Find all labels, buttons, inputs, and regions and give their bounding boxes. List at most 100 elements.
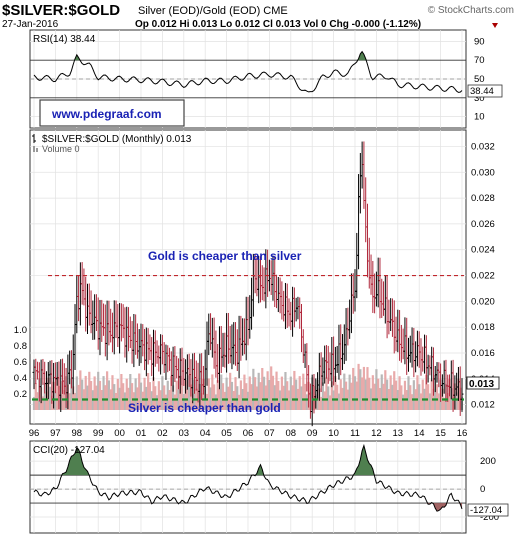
rsi-tick-label: 70 — [474, 55, 485, 66]
volume-bar — [359, 369, 362, 410]
volume-bar — [434, 375, 437, 410]
volume-bar — [280, 376, 283, 410]
volume-bar — [223, 391, 226, 410]
volume-bar — [200, 393, 203, 410]
x-tick-label: 05 — [221, 428, 232, 439]
volume-bar — [132, 392, 135, 410]
volume-bar — [430, 379, 433, 410]
volume-bar — [250, 384, 253, 410]
volume-bar — [237, 394, 241, 410]
volume-bar — [266, 371, 269, 410]
volume-bar — [221, 383, 225, 410]
volume-bar — [407, 376, 410, 410]
volume-bar — [36, 392, 39, 410]
volume-bar — [262, 376, 266, 410]
volume-bar — [264, 385, 267, 410]
watermark-box[interactable]: www.pdegraaf.com — [39, 99, 185, 127]
x-axis: 96 97 98 99 00 01 02 03 04 05 06 07 08 09 10 11 12 13 14 15… — [29, 428, 468, 439]
svg-text:0.013: 0.013 — [469, 379, 494, 390]
volume-bar — [123, 392, 127, 410]
source-credit[interactable]: © StockCharts.com — [428, 5, 514, 16]
volume-tick-label: 0.8 — [14, 341, 27, 352]
volume-bar — [375, 369, 378, 410]
price-tick-label: 0.020 — [471, 296, 495, 307]
volume-bar — [386, 379, 389, 410]
volume-bar — [107, 380, 110, 410]
cci-tick-label: 0 — [480, 484, 485, 495]
volume-bar — [246, 391, 250, 410]
volume-bar — [330, 381, 333, 410]
volume-bar — [109, 389, 112, 410]
watermark-url[interactable]: www.pdegraaf.com — [51, 107, 162, 121]
cci-last-badge: -127.04 — [467, 503, 509, 517]
volume-bar — [166, 380, 169, 410]
x-tick-label: 08 — [286, 428, 297, 439]
svg-text:38.44: 38.44 — [470, 86, 494, 97]
volume-bar — [45, 391, 48, 410]
volume-bar — [279, 390, 282, 410]
volume-bar — [209, 387, 212, 410]
volume-bar — [337, 393, 341, 410]
cci-tick-label: -200 — [480, 512, 499, 523]
volume-bar — [344, 381, 348, 410]
volume-bar — [252, 368, 255, 410]
volume-bar — [104, 385, 107, 410]
volume-bar — [143, 377, 146, 410]
volume-bar — [384, 370, 387, 410]
chart-symbol: $SILVER:$GOLD — [2, 2, 120, 19]
volume-bar — [320, 396, 323, 410]
volume-bar — [428, 393, 431, 410]
volume-bar — [289, 376, 292, 410]
volume-bar — [177, 389, 180, 410]
rsi-label: RSI(14) 38.44 — [33, 34, 96, 45]
volume-bar — [435, 384, 439, 410]
price-tick-label: 0.030 — [471, 167, 495, 178]
volume-bar — [157, 381, 160, 410]
volume-bar — [416, 375, 419, 410]
volume-bar — [34, 383, 37, 410]
volume-bar — [371, 375, 374, 410]
price-chart-label: $SILVER:$GOLD (Monthly) 0.013 — [42, 134, 192, 145]
price-tick-label: 0.026 — [471, 219, 495, 230]
volume-bar — [286, 381, 289, 410]
volume-bar — [214, 394, 217, 410]
rsi-tick-label: 50 — [474, 74, 485, 85]
volume-bar — [248, 376, 251, 410]
volume-bar — [97, 371, 100, 410]
volume-bar — [300, 386, 303, 410]
volume-bar — [189, 384, 193, 410]
volume-bar — [184, 380, 187, 410]
volume-bar — [362, 366, 366, 410]
volume-bar — [334, 376, 337, 410]
volume-bar — [427, 384, 430, 410]
x-tick-label: 16 — [457, 428, 468, 439]
volume-bar — [257, 372, 260, 410]
volume-bar — [159, 390, 162, 410]
volume-bar — [148, 382, 152, 410]
volume-bar — [364, 379, 367, 410]
volume-bar — [218, 388, 221, 410]
volume-bar — [130, 383, 134, 410]
x-tick-label: 04 — [200, 428, 211, 439]
volume-bar — [409, 385, 412, 410]
x-tick-label: 12 — [371, 428, 382, 439]
volume-bar — [86, 385, 89, 410]
volume-bar — [393, 371, 396, 410]
volume-bar — [236, 386, 239, 410]
volume-bar — [147, 373, 150, 410]
x-tick-label: 07 — [264, 428, 275, 439]
rsi-tick-label: 10 — [474, 112, 485, 123]
volume-bar — [173, 394, 176, 410]
volume-bar — [116, 378, 119, 410]
change-down-icon — [492, 23, 498, 28]
volume-bar — [122, 383, 125, 410]
volume-bar — [245, 383, 248, 410]
volume-bar — [284, 372, 287, 410]
volume-bar — [125, 378, 128, 410]
price-tick-label: 0.024 — [471, 245, 495, 256]
volume-bar — [298, 376, 301, 410]
price-tick-label: 0.028 — [471, 193, 495, 204]
volume-bar — [43, 382, 46, 410]
volume-bar — [213, 384, 216, 410]
